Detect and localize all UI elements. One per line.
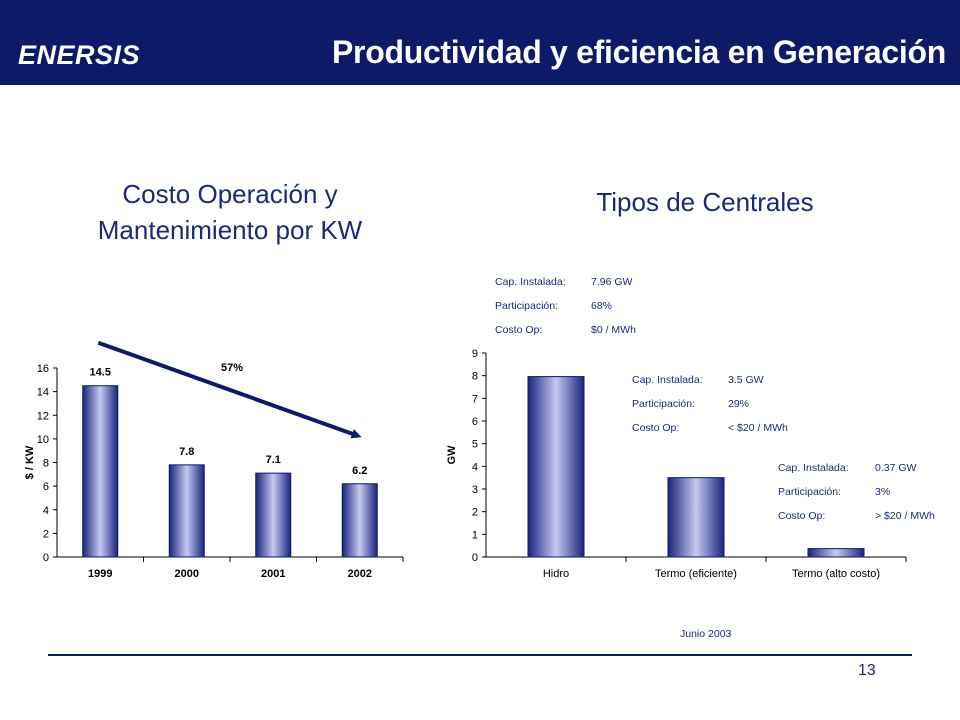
y-tick-label: 0: [472, 552, 478, 564]
left-bar-chart: 0 2 4 6 8 10 12 14 16 1999 14.5 2000 7.8 2001 7.1 2002 6…: [24, 340, 404, 580]
info-label: Participación:: [495, 300, 558, 312]
page-title: Productividad y eficiencia en Generación: [332, 34, 946, 70]
right-chart-title: Tipos de Centrales: [596, 187, 814, 217]
y-tick-label: 10: [37, 434, 49, 446]
bar-1999: [82, 385, 119, 558]
info-label: Cap. Instalada:: [778, 462, 849, 474]
info-label: Costo Op:: [632, 422, 679, 434]
info-label: Participación:: [632, 398, 695, 410]
info-value: 68%: [591, 300, 612, 312]
y-tick-label: 6: [43, 481, 49, 493]
x-tick-label: Termo (alto costo): [792, 568, 880, 580]
bar-termo-alto-costo-: [807, 548, 865, 558]
enersis-logo: ENERSIS: [18, 40, 141, 70]
bar-termo-eficiente-: [667, 477, 725, 558]
y-tick-label: 2: [472, 507, 478, 519]
x-tick-label: Termo (eficiente): [655, 568, 737, 580]
y-tick-label: 8: [472, 371, 478, 383]
y-tick-label: 3: [472, 484, 478, 496]
info-label: Cap. Instalada:: [495, 276, 566, 288]
info-label: Cap. Instalada:: [632, 374, 703, 386]
info-value: 0.37 GW: [875, 462, 917, 474]
y-tick-label: 0: [43, 552, 49, 564]
y-tick-label: 5: [472, 439, 478, 451]
info-label: Participación:: [778, 486, 841, 498]
data-label: 7.1: [266, 454, 281, 466]
y-tick-label: 8: [43, 458, 49, 470]
data-label: 14.5: [90, 367, 111, 379]
left-chart-title: Costo Operación y Mantenimiento por KW: [80, 176, 380, 248]
x-tick-label: 2001: [261, 568, 285, 580]
x-tick-label: Hidro: [543, 568, 569, 580]
y-tick-label: 2: [43, 528, 49, 540]
y-tick-label: 1: [472, 529, 478, 541]
right-bar-chart: 0 1 2 3 4 5 6 7 8 9 Hidro Termo (eficiente) Termo (a…: [446, 276, 935, 580]
y-axis-label: GW: [446, 445, 458, 465]
y-tick-label: 4: [472, 461, 478, 473]
bar-2000: [168, 464, 205, 558]
y-tick-label: 4: [43, 505, 49, 517]
info-value: 3.5 GW: [728, 374, 764, 386]
x-tick-label: 1999: [88, 568, 112, 580]
info-value: > $20 / MWh: [875, 510, 935, 522]
x-tick-label: 2002: [348, 568, 372, 580]
y-tick-label: 7: [472, 393, 478, 405]
left-chart-title-line-2: Mantenimiento por KW: [97, 215, 363, 245]
page-number: 13: [858, 662, 876, 679]
x-tick-label: 2000: [175, 568, 199, 580]
info-value: < $20 / MWh: [728, 422, 788, 434]
info-label: Costo Op:: [778, 510, 825, 522]
y-tick-label: 16: [37, 363, 49, 375]
trend-arrow: [97, 340, 362, 439]
y-tick-label: 9: [472, 348, 478, 360]
header-bar: ENERSIS Productividad y eficiencia en Ge…: [0, 0, 960, 85]
y-axis-label: $ / KW: [24, 445, 36, 479]
info-label: Costo Op:: [495, 324, 542, 336]
info-value: 7.96 GW: [591, 276, 633, 288]
reduction-annotation: 57%: [221, 362, 243, 374]
footer-divider: [48, 654, 912, 656]
bar-2001: [255, 472, 292, 558]
info-value: $0 / MWh: [591, 324, 636, 336]
y-tick-label: 14: [37, 387, 49, 399]
left-chart-title-line-1: Costo Operación y: [122, 179, 338, 209]
data-label: 6.2: [352, 465, 367, 477]
data-label: 7.8: [179, 446, 194, 458]
bar-hidro: [527, 376, 585, 558]
y-tick-label: 12: [37, 410, 49, 422]
info-value: 3%: [875, 486, 890, 498]
y-tick-label: 6: [472, 416, 478, 428]
info-value: 29%: [728, 398, 749, 410]
date-note: Junio 2003: [680, 628, 732, 640]
bar-2002: [341, 483, 378, 558]
